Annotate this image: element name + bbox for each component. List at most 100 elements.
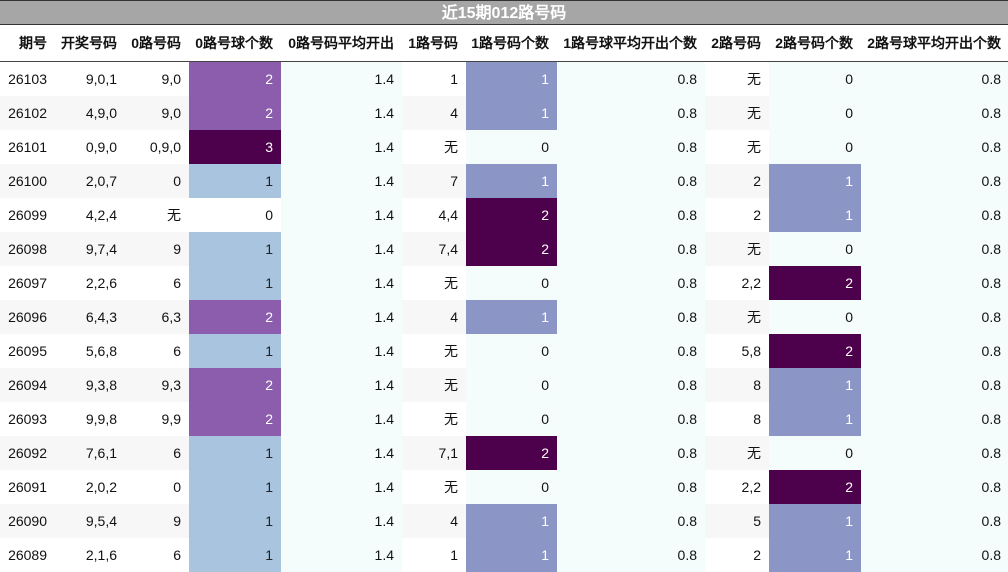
route0-average-cell: 1.4 [281,503,402,538]
route2-average-cell: 0.8 [861,163,1008,198]
route2-numbers-cell: 2,2 [741,478,761,495]
route0-average-cell: 1.4 [281,469,402,504]
route0-numbers-cell: 9 [125,503,189,538]
route0-average-cell: 1.4 [281,265,402,300]
route2-count-cell: 0 [769,435,861,470]
table-row: 26096 6,4,3 6,3 2 1.4 4 1 0.8 无 0 0.8 [0,299,1008,334]
route0-count-cell: 1 [189,231,281,266]
route2-numbers-cell: 8 [705,367,769,402]
issue-cell: 26101 [8,138,47,155]
table-row: 26097 2,2,6 6 1 1.4 无 0 0.8 2,2 2 0.8 [0,265,1008,300]
route1-average-cell: 0.8 [557,367,705,402]
route1-count-cell: 2 [466,231,557,266]
route1-numbers-cell: 1 [450,546,458,563]
table-row: 26091 2,0,2 0 1 1.4 无 0 0.8 2,2 2 0.8 [0,469,1008,504]
route1-numbers-cell: 无 [444,138,458,155]
table-row: 26098 9,7,4 9 1 1.4 7,4 2 0.8 无 0 0.8 [0,231,1008,266]
route1-numbers-cell: 7,4 [402,231,466,266]
route0-numbers-cell: 6,3 [125,299,189,334]
draw-cell: 7,6,1 [55,435,125,470]
route2-count-cell: 2 [769,469,861,504]
route0-count-cell: 1 [189,503,281,538]
table-row: 26101 0,9,0 0,9,0 3 1.4 无 0 0.8 无 0 0.8 [0,129,1008,164]
column-header: 2路号码 [705,25,769,62]
route2-numbers-cell: 无 [705,435,769,470]
route1-count-cell: 2 [466,435,557,470]
column-header: 1路号码 [402,25,466,62]
column-header: 0路号球个数 [189,25,281,62]
route1-count-cell: 1 [466,537,557,572]
route2-numbers-cell: 5 [705,503,769,538]
table-row: 26100 2,0,7 0 1 1.4 7 1 0.8 2 1 0.8 [0,163,1008,198]
route1-numbers-cell: 4 [402,95,466,130]
route2-average-cell: 0.8 [861,299,1008,334]
table-row: 26093 9,9,8 9,9 2 1.4 无 0 0.8 8 1 0.8 [0,401,1008,436]
route1-average-cell: 0.8 [557,61,705,96]
route1-numbers-cell: 无 [444,410,458,427]
route2-average-cell: 0.8 [861,265,1008,300]
route1-numbers-cell: 无 [402,367,466,402]
issue-cell: 26098 [0,231,55,266]
route0-count-cell: 0 [189,197,281,232]
table-row: 26102 4,9,0 9,0 2 1.4 4 1 0.8 无 0 0.8 [0,95,1008,130]
column-header: 1路号球平均开出个数 [557,25,705,62]
route1-average-cell: 0.8 [557,435,705,470]
draw-cell: 2,1,6 [85,546,117,563]
route0-average-cell: 1.4 [281,537,402,572]
issue-cell: 26093 [8,410,47,427]
route1-numbers-cell: 无 [444,478,458,495]
route2-numbers-cell: 2 [705,163,769,198]
route0-numbers-cell: 0 [125,163,189,198]
route0-numbers-cell: 9,0 [161,70,181,87]
draw-cell: 5,6,8 [85,342,117,359]
route0-average-cell: 1.4 [281,95,402,130]
column-header: 开奖号码 [55,25,125,62]
draw-cell: 9,9,8 [85,410,117,427]
route0-count-cell: 2 [189,95,281,130]
route2-average-cell: 0.8 [861,367,1008,402]
route1-average-cell: 0.8 [557,333,705,368]
route2-numbers-cell: 无 [747,138,761,155]
draw-cell: 4,9,0 [55,95,125,130]
route0-count-cell: 3 [189,129,281,164]
route0-count-cell: 1 [189,435,281,470]
table-row: 26090 9,5,4 9 1 1.4 4 1 0.8 5 1 0.8 [0,503,1008,538]
route2-average-cell: 0.8 [861,503,1008,538]
route2-average-cell: 0.8 [861,129,1008,164]
issue-cell: 26092 [0,435,55,470]
route0-average-cell: 1.4 [281,163,402,198]
route2-average-cell: 0.8 [861,469,1008,504]
route0-average-cell: 1.4 [281,333,402,368]
route1-count-cell: 0 [466,469,557,504]
route0-average-cell: 1.4 [281,299,402,334]
route0-count-cell: 2 [189,61,281,96]
issue-cell: 26091 [8,478,47,495]
route1-numbers-cell: 7,1 [402,435,466,470]
route1-count-cell: 0 [466,265,557,300]
route2-average-cell: 0.8 [861,401,1008,436]
route2-count-cell: 1 [769,537,861,572]
route1-count-cell: 2 [466,197,557,232]
route2-average-cell: 0.8 [861,537,1008,572]
table-row: 26094 9,3,8 9,3 2 1.4 无 0 0.8 8 1 0.8 [0,367,1008,402]
column-header: 1路号码个数 [466,25,557,62]
route-number-table: 期号 开奖号码 0路号码 0路号球个数 0路号码平均开出 1路号码 1路号码个数 1路号球平均… [0,25,1008,572]
issue-cell: 26090 [0,503,55,538]
route0-numbers-cell: 6 [173,274,181,291]
route0-count-cell: 1 [189,333,281,368]
route0-numbers-cell: 0 [173,478,181,495]
table-row: 26103 9,0,1 9,0 2 1.4 1 1 0.8 无 0 0.8 [0,61,1008,96]
route1-count-cell: 1 [466,299,557,334]
route0-average-cell: 1.4 [281,401,402,436]
route0-numbers-cell: 6 [125,435,189,470]
issue-cell: 26097 [8,274,47,291]
route1-count-cell: 1 [466,95,557,130]
route0-average-cell: 1.4 [281,435,402,470]
route2-count-cell: 0 [769,61,861,96]
draw-cell: 4,2,4 [85,206,117,223]
route0-count-cell: 2 [189,299,281,334]
route1-average-cell: 0.8 [557,129,705,164]
route1-numbers-cell: 无 [444,274,458,291]
route2-count-cell: 0 [769,231,861,266]
route1-count-cell: 1 [466,163,557,198]
